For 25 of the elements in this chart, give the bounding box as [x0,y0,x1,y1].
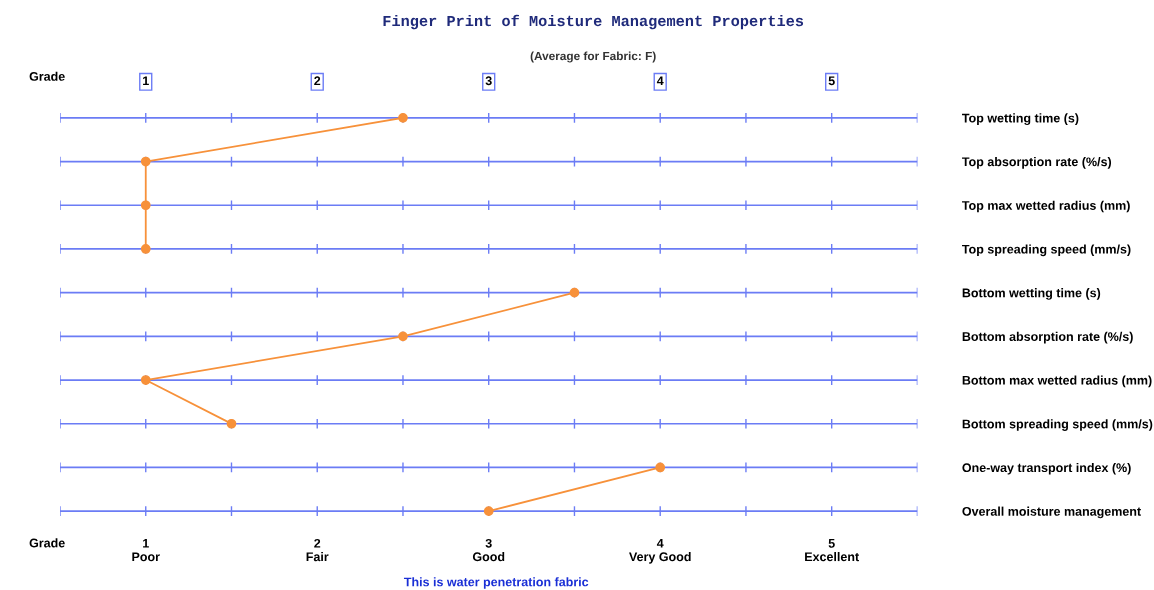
y-tick-label: Bottom spreading speed (mm/s) [962,419,1153,431]
y-tick-label: Top spreading speed (mm/s) [962,244,1131,257]
y-tick-label: Bottom max wetted radius (mm) [962,375,1152,388]
x2-axis-title: Grade [29,71,65,81]
x-tick-label: 2 Fair [306,538,329,562]
y-tick-label: Bottom absorption rate (%/s) [962,331,1133,344]
x2-tick-label: 3 [485,76,492,86]
x-tick-label: 1 Poor [132,539,160,562]
text: This is water penetration fabric [403,577,589,589]
y-tick-label: Bottom wetting time (s) [962,288,1101,300]
x2-tick-label: 1 [143,76,149,86]
x-tick-label: 5 Excellent [805,539,859,562]
y-tick-label: Top wetting time (s) [962,113,1079,126]
x2-tick-label: 2 [314,76,321,86]
y-tick-label: Top absorption rate (%/s) [962,157,1112,169]
x2-tick-label: 5 [828,76,835,86]
x-axis-title: Grade [29,538,65,548]
x-tick-label: 3 Good [472,538,505,562]
y-tick-label: One-way transport index (%) [962,462,1131,475]
chart-subtitle: (Average for Fabric: F) [530,51,656,63]
chart-title: Finger Print of Moisture Management Properties [383,14,804,30]
x2-tick-label: 4 [656,76,664,86]
y-tick-label: Top max wetted radius (mm) [962,200,1130,213]
y-tick-label: Overall moisture management [962,506,1141,519]
x-tick-label: 4 Very Good [629,539,691,564]
